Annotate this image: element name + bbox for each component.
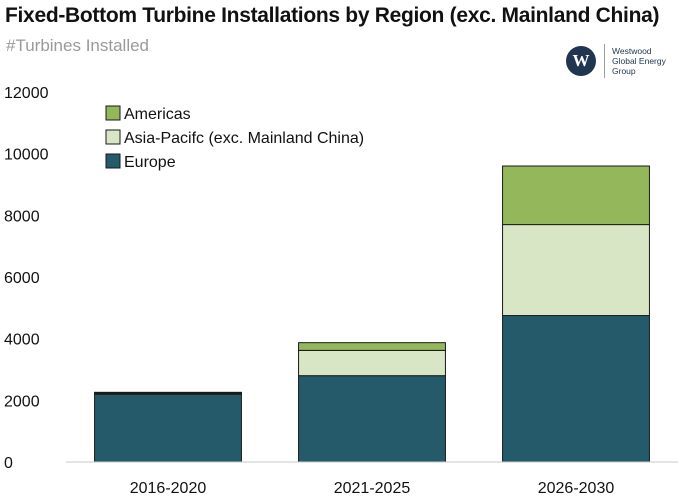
bar-europe-2021-2025 — [298, 375, 446, 463]
y-tick-label: 8000 — [4, 208, 40, 225]
logo-divider — [604, 44, 605, 78]
x-category-label: 2026-2030 — [538, 480, 615, 497]
logo-wordmark: Westwood Global Energy Group — [612, 46, 666, 76]
bar-europe-2026-2030 — [502, 315, 650, 463]
westwood-logo: W Westwood Global Energy Group — [566, 44, 676, 80]
bar-americas-2016-2020 — [94, 391, 242, 394]
x-category-label: 2016-2020 — [130, 480, 207, 497]
logo-line-2: Global Energy — [612, 56, 666, 66]
legend-swatch-asia-pacifc-exc-mainland-china — [105, 129, 121, 145]
x-category-label: 2021-2025 — [334, 480, 411, 497]
x-axis-categories: 2016-2020 2021-2025 2026-2030 — [130, 480, 615, 497]
y-tick-label: 12000 — [4, 85, 49, 102]
bar-asia-pacifc-exc-mainland-china-2021-2025 — [298, 349, 446, 377]
legend-label-asia-pacifc-exc-mainland-china: Asia-Pacifc (exc. Mainland China) — [124, 130, 364, 147]
bar-europe-2016-2020 — [94, 393, 242, 463]
bars — [94, 165, 650, 463]
y-tick-label: 2000 — [4, 393, 40, 410]
legend-swatch-americas — [105, 105, 121, 121]
legend: Americas Asia-Pacifc (exc. Mainland China… — [105, 105, 364, 171]
y-tick-label: 0 — [4, 455, 13, 472]
legend-label-americas: Americas — [124, 106, 191, 123]
legend-label-europe: Europe — [124, 154, 176, 171]
legend-swatch-europe — [105, 153, 121, 169]
bar-asia-pacifc-exc-mainland-china-2026-2030 — [502, 224, 650, 317]
chart-title: Fixed-Bottom Turbine Installations by Re… — [5, 4, 660, 27]
y-tick-label: 6000 — [4, 270, 40, 287]
chart-subtitle: #Turbines Installed — [6, 36, 150, 55]
bar-americas-2026-2030 — [502, 165, 650, 226]
y-tick-label: 4000 — [4, 332, 40, 349]
bar-americas-2021-2025 — [298, 342, 446, 351]
y-axis-ticks: 0 2000 4000 6000 8000 10000 12000 — [4, 85, 49, 472]
logo-line-3: Group — [612, 66, 636, 76]
logo-line-1: Westwood — [612, 46, 652, 56]
y-tick-label: 10000 — [4, 147, 49, 164]
logo-mark-icon: W — [566, 46, 596, 76]
